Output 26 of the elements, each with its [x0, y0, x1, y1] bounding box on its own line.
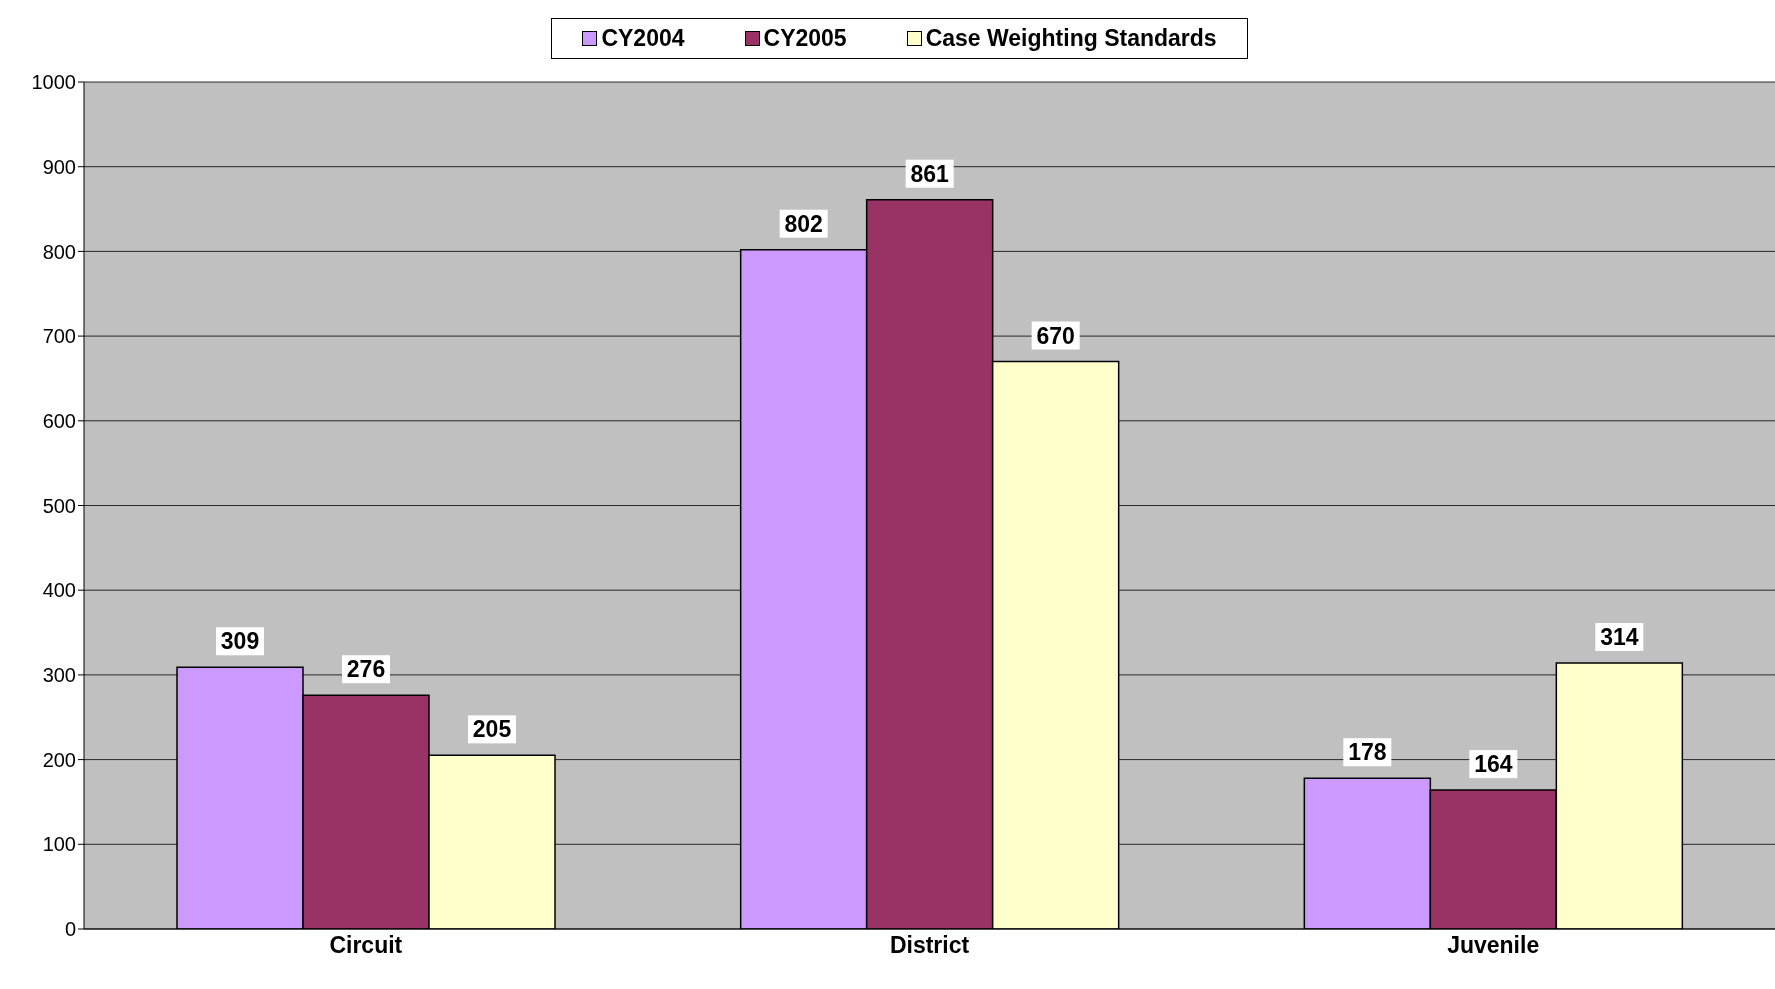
x-tick-label: Juvenile — [1447, 932, 1540, 959]
y-tick-label: 900 — [42, 155, 76, 178]
y-tick-label: 600 — [42, 409, 76, 432]
y-tick-label: 1000 — [31, 71, 76, 94]
y-tick-label: 100 — [42, 833, 76, 856]
y-tick-label: 400 — [42, 579, 76, 602]
x-tick-label: Circuit — [329, 932, 403, 959]
data-label: 276 — [346, 656, 386, 683]
data-label: 314 — [1600, 624, 1639, 651]
data-label: 309 — [220, 628, 260, 655]
data-label: 205 — [472, 716, 512, 743]
y-tick-label: 300 — [42, 664, 76, 686]
y-tick-label: 800 — [42, 240, 76, 263]
legend-label: CY2004 — [601, 25, 685, 52]
legend-label: Case Weighting Standards — [925, 25, 1217, 52]
data-label: 802 — [784, 210, 823, 237]
x-tick-label: District — [889, 932, 970, 959]
data-label: 178 — [1348, 739, 1387, 766]
data-label: 164 — [1474, 751, 1513, 778]
y-tick-label: 700 — [42, 325, 76, 348]
y-tick-label: 500 — [42, 494, 76, 517]
legend-label: CY2005 — [763, 25, 847, 52]
y-tick-label: 200 — [42, 748, 76, 771]
data-label: 670 — [1036, 322, 1075, 349]
data-label: 861 — [910, 160, 950, 187]
y-tick-label: 0 — [64, 918, 76, 941]
